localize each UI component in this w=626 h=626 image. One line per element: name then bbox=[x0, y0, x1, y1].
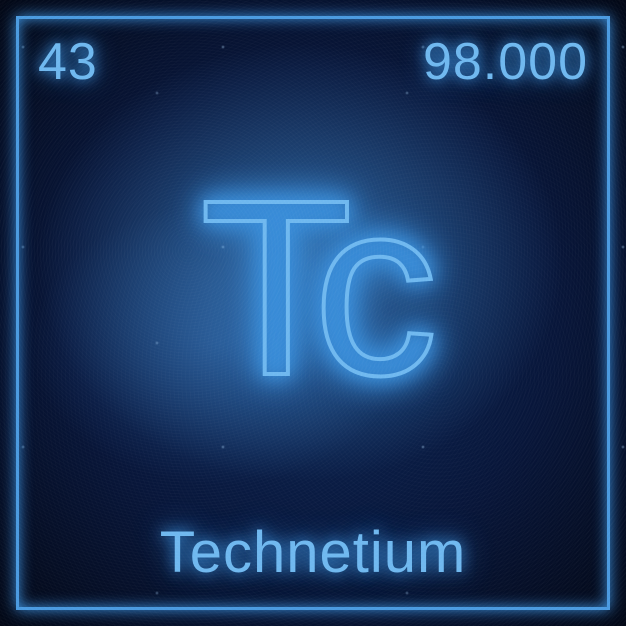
element-name: Technetium bbox=[160, 519, 467, 586]
element-symbol: Tc bbox=[200, 163, 426, 413]
periodic-element-tile: 43 98.000 Tc Technetium bbox=[0, 0, 626, 626]
atomic-mass: 98.000 bbox=[423, 32, 588, 92]
atomic-number: 43 bbox=[38, 32, 98, 92]
